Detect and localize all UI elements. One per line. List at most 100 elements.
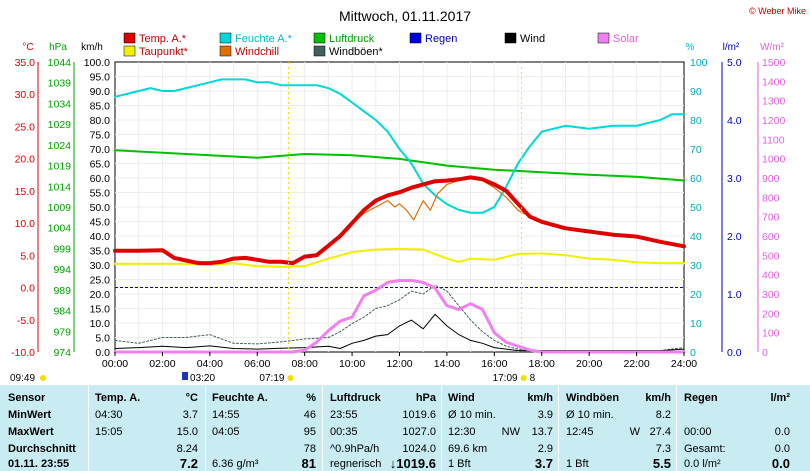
rain-time: 00:00 (684, 426, 712, 438)
humidity-tick-label: 60 (690, 173, 702, 185)
series-line-luftdruck (114, 149, 685, 182)
column-separator (205, 385, 206, 471)
solar-tick-label: 700 (762, 212, 780, 224)
solar-tick-label: 1300 (762, 96, 786, 108)
solar-tick-label: 1400 (762, 76, 786, 88)
moonrise-time: 09:49 (10, 373, 35, 384)
wind-tick-label: 20.0 (90, 289, 111, 301)
humidity-tick-label: 20 (690, 289, 702, 301)
wind-tick-label: 45.0 (90, 217, 111, 229)
rain-tick-label: 3.0 (727, 173, 742, 185)
rain-tick-label: 0.0 (727, 347, 742, 359)
x-axis: 00:00 02:00 04:00 06:00 08:00 10:00 12:00 14:00… (102, 352, 697, 370)
series-line-feuchte-a (114, 78, 685, 214)
header-humidity-unit: % (306, 392, 316, 404)
wind-tick-label: 60.0 (90, 173, 111, 185)
solar-tick-label: 400 (762, 270, 780, 282)
legend-swatch (123, 32, 136, 44)
humidity-unit-label: % (686, 42, 695, 53)
wind-tick-label: 80.0 (90, 115, 111, 127)
rain-tick-label: 1.0 (727, 289, 742, 301)
temp-unit-label: °C (22, 42, 33, 53)
pressure-time: ^0.9hPa/h (330, 443, 380, 455)
legend-label: Windböen* (329, 46, 384, 58)
wind-tick-label: 30.0 (90, 260, 111, 272)
humidity-value: 81 (301, 456, 316, 471)
solar-tick-label: 500 (762, 250, 780, 262)
temp-value: 7.2 (179, 456, 198, 471)
legend-label: Wind (520, 33, 545, 45)
column-separator (676, 385, 677, 471)
rain-value: 0.0 (774, 443, 790, 455)
moonset-icon (182, 372, 189, 380)
x-tick-label: 02:00 (149, 358, 175, 370)
legend-swatch (409, 32, 422, 44)
wind-tick-label: 75.0 (90, 130, 111, 142)
x-tick-label: 18:00 (529, 358, 555, 370)
header-rain-unit: l/m² (770, 392, 790, 404)
statistics-panel: Sensor Temp. A. °C Feuchte A.% Luftdruck hPa W… (0, 385, 810, 471)
temp-tick-label: 10.0 (15, 218, 36, 230)
series-line-taupunkt (114, 247, 685, 268)
temp-tick-label: 25.0 (15, 121, 36, 133)
header-wind-unit: km/h (527, 392, 553, 404)
x-tick-label: 04:00 (197, 358, 223, 370)
x-tick-label: 08:00 (292, 358, 318, 370)
humidity-value: 78 (303, 443, 316, 455)
temp-tick-label: -5.0 (17, 315, 35, 327)
wind-value: 3.9 (537, 409, 553, 421)
rain-value: 0.0 (774, 426, 790, 438)
gust-value: 5.5 (652, 456, 671, 471)
solar-tick-label: 1100 (762, 134, 785, 146)
wind-tick-label: 10.0 (90, 318, 111, 330)
legend-swatch (219, 45, 232, 57)
header-wind: Wind (448, 392, 475, 404)
credit-text: © Weber Mike (749, 6, 806, 16)
wind-tick-label: 90.0 (90, 86, 111, 98)
wind-tick-label: 100.0 (84, 57, 110, 69)
pressure-unit-label: hPa (49, 42, 67, 53)
humidity-tick-label: 50 (690, 202, 702, 214)
column-separator (88, 385, 89, 471)
gust-time: 12:45 (566, 426, 594, 438)
humidity-value: 95 (303, 426, 316, 438)
pressure-tick-label: 989 (53, 285, 71, 297)
sun-moon-markers: 07:19 17:09 8 09:49 03:20 (10, 62, 536, 384)
wind-tick-label: 50.0 (90, 202, 111, 214)
legend-label: Feuchte A.* (235, 33, 293, 45)
sunrise-time: 07:19 (259, 373, 284, 384)
series-line-temp-a (113, 175, 686, 266)
sunset-time: 17:09 (493, 373, 518, 384)
rain-time: Gesamt: (684, 443, 726, 455)
temp-tick-label: 0.0 (20, 283, 35, 295)
legend-label: Luftdruck (329, 33, 375, 45)
temp-tick-label: 30.0 (15, 89, 36, 101)
pressure-time: regnerisch (330, 458, 382, 470)
wind-tick-label: 40.0 (90, 231, 111, 243)
header-gust-unit: km/h (645, 392, 671, 404)
temp-value: 3.7 (182, 409, 198, 421)
pressure-tick-label: 999 (53, 243, 71, 255)
humidity-tick-label: 100 (690, 57, 708, 69)
temp-time: 15:05 (95, 426, 123, 438)
wind-time: 12:30 (448, 426, 476, 438)
legend-label: Taupunkt* (139, 46, 189, 58)
temp-tick-label: -10.0 (11, 347, 35, 359)
x-tick-label: 12:00 (386, 358, 412, 370)
solar-tick-label: 900 (762, 173, 780, 185)
wind-tick-label: 5.0 (95, 333, 110, 345)
pressure-tick-label: 1024 (48, 140, 72, 152)
pressure-tick-label: 1039 (48, 78, 72, 90)
temp-tick-label: 5.0 (20, 250, 35, 262)
pressure-tick-label: 1019 (48, 161, 72, 173)
humidity-tick-label: 30 (690, 260, 702, 272)
row-label: MinWert (8, 409, 52, 421)
gust-value: 27.4 (649, 426, 671, 438)
humidity-tick-label: 70 (690, 144, 702, 156)
legend-label: Regen (425, 33, 457, 45)
gust-direction: W (629, 426, 640, 438)
pressure-tick-label: 974 (53, 347, 71, 359)
humidity-tick-label: 0 (690, 347, 696, 359)
temp-tick-label: 15.0 (15, 186, 36, 198)
column-separator (558, 385, 559, 471)
